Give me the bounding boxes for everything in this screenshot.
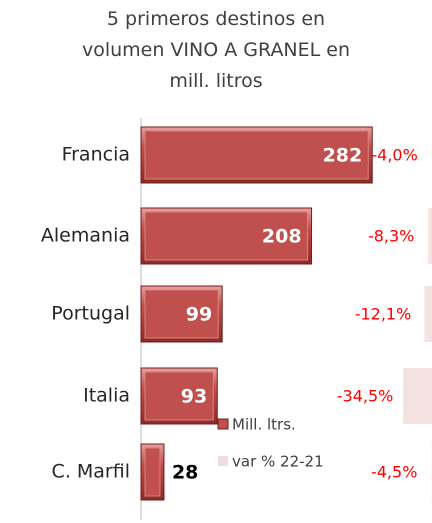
bar-bevel bbox=[144, 447, 161, 497]
var-label: -4,5% bbox=[371, 463, 417, 482]
value-label: 99 bbox=[186, 304, 212, 326]
legend-label: var % 22-21 bbox=[232, 453, 324, 471]
y-tick-label: C. Marfil bbox=[52, 461, 130, 483]
y-tick-label: Italia bbox=[83, 385, 130, 407]
bar-bevel bbox=[144, 130, 369, 180]
bar-bevel bbox=[144, 371, 214, 421]
var-bar bbox=[403, 368, 432, 424]
legend-swatch bbox=[218, 456, 228, 466]
y-tick-label: Alemania bbox=[41, 225, 130, 247]
legend-swatch bbox=[217, 418, 229, 430]
var-label: -34,5% bbox=[337, 387, 394, 406]
value-label: 208 bbox=[262, 226, 302, 248]
legend-label: Mill. ltrs. bbox=[232, 416, 296, 434]
var-bar bbox=[424, 286, 432, 342]
var-bar bbox=[428, 208, 432, 264]
bar-bevel bbox=[144, 289, 219, 339]
y-tick-label: Francia bbox=[62, 144, 130, 166]
var-label: -12,1% bbox=[355, 305, 412, 324]
bar-bevel bbox=[144, 211, 309, 261]
chart-title: 5 primeros destinos en volumen VINO A GR… bbox=[81, 8, 351, 92]
value-label: 93 bbox=[181, 386, 207, 408]
value-label: 282 bbox=[323, 145, 363, 167]
y-tick-label: Portugal bbox=[51, 303, 130, 325]
value-label: 28 bbox=[172, 462, 198, 484]
var-label: -8,3% bbox=[368, 227, 414, 246]
var-label: -4,0% bbox=[371, 146, 417, 165]
